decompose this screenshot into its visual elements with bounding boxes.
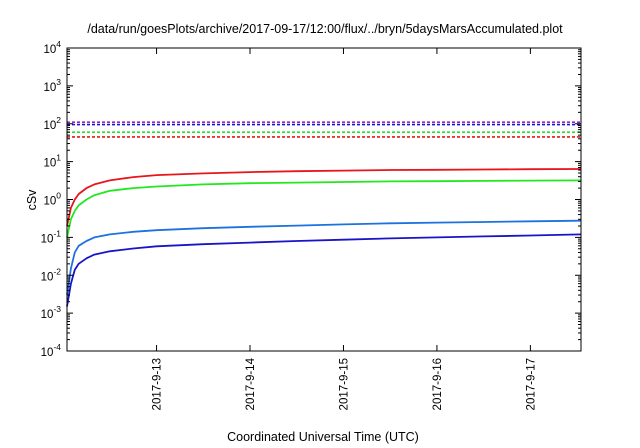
y-axis-label: cSv	[25, 189, 39, 211]
y-tick-label-base: 10	[41, 233, 54, 245]
y-tick-label-base: 10	[43, 44, 56, 56]
y-tick-label-exp: -2	[53, 266, 61, 276]
x-tick-label: 2017-9-17	[525, 358, 537, 410]
y-tick-label-base: 10	[43, 120, 56, 132]
x-tick-label: 2017-9-15	[338, 358, 350, 410]
series-line-2	[66, 219, 582, 296]
y-tick-label-exp: -1	[53, 228, 61, 238]
x-axis: 2017-9-13 2017-9-14 2017-9-15 2017-9-16 2017…	[152, 48, 537, 410]
y-tick-label-base: 10	[41, 309, 54, 321]
y-tick-label-base: 10	[43, 196, 56, 208]
y-tick-label: 100	[43, 191, 61, 208]
y-tick-label: 103	[43, 77, 61, 94]
y-tick-label-exp: 1	[56, 153, 61, 163]
y-tick-label-base: 10	[43, 158, 56, 170]
y-tick-label: 10-2	[41, 266, 62, 283]
x-tick-label: 2017-9-16	[432, 358, 444, 410]
plot-frame	[66, 47, 582, 352]
y-tick-label: 10-1	[41, 228, 62, 245]
series-line-1	[66, 179, 582, 238]
x-axis-label: Coordinated Universal Time (UTC)	[227, 430, 419, 444]
y-tick-label-exp: 2	[56, 115, 61, 125]
y-tick-label: 104	[43, 39, 61, 56]
y-tick-label: 101	[43, 153, 61, 170]
y-tick-label-exp: -3	[53, 304, 61, 314]
y-tick-label-base: 10	[41, 271, 54, 283]
chart-title: /data/run/goesPlots/archive/2017-09-17/1…	[87, 22, 563, 36]
y-tick-label-base: 10	[41, 347, 54, 359]
series-layer	[66, 121, 582, 307]
y-tick-label-exp: 4	[56, 39, 61, 49]
y-tick-label: 10-3	[41, 304, 62, 321]
x-tick-label: 2017-9-13	[152, 358, 164, 410]
y-tick-label-exp: 0	[56, 191, 61, 201]
x-tick-label: 2017-9-14	[245, 357, 257, 410]
series-line-3	[66, 233, 582, 307]
y-tick-label-exp: 3	[56, 77, 61, 87]
y-tick-label-exp: -4	[53, 342, 61, 352]
y-tick-label-base: 10	[43, 82, 56, 94]
series-line-0	[66, 168, 582, 227]
y-tick-label: 102	[43, 115, 61, 132]
y-tick-label: 10-4	[41, 342, 62, 359]
